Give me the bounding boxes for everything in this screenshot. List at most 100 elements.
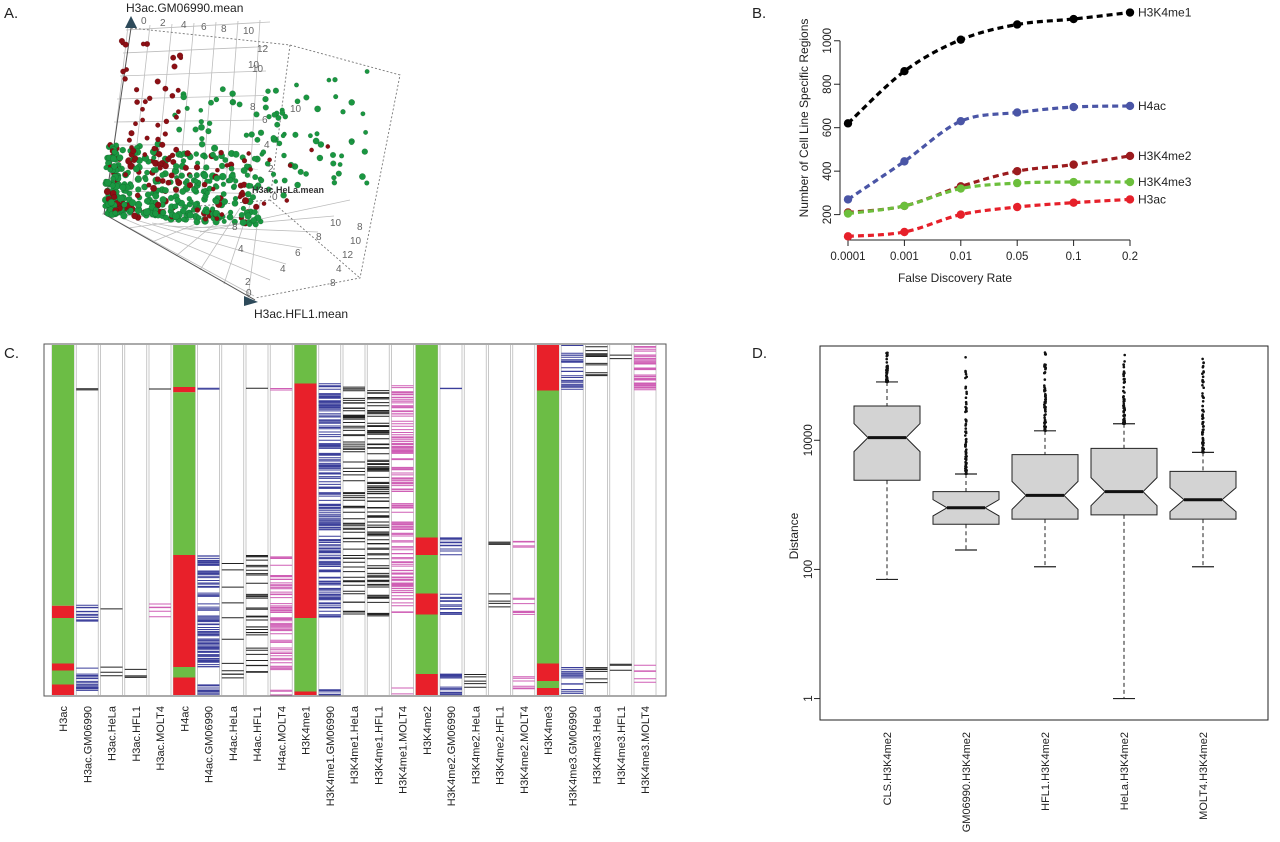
scatter-point bbox=[170, 158, 177, 166]
scatter-point bbox=[184, 178, 190, 184]
scatter-point bbox=[237, 194, 243, 200]
outlier-point bbox=[1043, 418, 1047, 422]
x-tick-label: HeLa.H3K4me2 bbox=[1119, 732, 1131, 810]
grid-line bbox=[119, 70, 267, 77]
scatter-point bbox=[134, 99, 141, 106]
scatter-point bbox=[214, 216, 220, 222]
heatmap-block bbox=[537, 390, 559, 664]
scatter-point bbox=[358, 173, 366, 181]
data-point bbox=[843, 119, 853, 128]
scatter-point bbox=[262, 95, 269, 103]
scatter-point bbox=[172, 203, 179, 210]
tick-label: 6 bbox=[295, 248, 301, 259]
scatter-point bbox=[314, 105, 321, 113]
scatter-point bbox=[220, 190, 227, 197]
box-HFL1.H3K4me2: HFL1.H3K4me2 bbox=[1011, 351, 1079, 811]
scatter-point bbox=[231, 199, 239, 207]
scatter-point bbox=[175, 109, 181, 115]
tick-label: 6 bbox=[262, 115, 268, 126]
outlier-point bbox=[965, 462, 968, 465]
outlier-point bbox=[964, 457, 968, 460]
scatter-point bbox=[270, 134, 277, 142]
outlier-point bbox=[964, 376, 967, 380]
scatter-point bbox=[154, 78, 161, 85]
scatter-point bbox=[169, 92, 176, 99]
scatter-point bbox=[348, 99, 356, 106]
column-label: H3K4me2.HFL1 bbox=[495, 706, 507, 785]
y-tick-label: 100 bbox=[803, 560, 815, 579]
scatter-point bbox=[255, 182, 262, 189]
scatter-point bbox=[337, 161, 343, 167]
outlier-point bbox=[964, 472, 967, 476]
tick-label: 4 bbox=[238, 244, 244, 255]
outlier-point bbox=[964, 396, 968, 400]
data-point bbox=[1125, 177, 1135, 187]
grid-line bbox=[113, 119, 263, 123]
heatmap-block bbox=[52, 605, 74, 619]
outlier-point bbox=[1122, 381, 1126, 384]
outlier-point bbox=[1202, 450, 1205, 454]
data-point bbox=[1013, 202, 1022, 212]
data-point bbox=[900, 66, 909, 76]
scatter-point bbox=[144, 191, 152, 198]
scatter-point bbox=[171, 63, 178, 70]
panel-b-line-chart: 200 400 600 800 1000 0.0001 0.001 0.01 0.05 0.1 0.… bbox=[797, 6, 1192, 285]
scatter-point bbox=[261, 201, 267, 207]
panel-c-frame bbox=[43, 343, 667, 697]
outlier-point bbox=[1201, 400, 1205, 403]
scatter-point bbox=[204, 190, 211, 196]
scatter-point bbox=[140, 41, 146, 47]
data-point bbox=[1013, 108, 1022, 117]
outlier-point bbox=[1201, 357, 1204, 361]
box bbox=[1090, 447, 1158, 516]
scatter-point bbox=[170, 54, 177, 61]
scatter-point bbox=[231, 218, 238, 225]
outlier-point bbox=[1043, 427, 1047, 430]
scatter-point bbox=[107, 198, 115, 207]
scatter-point bbox=[224, 162, 230, 168]
scatter-point bbox=[174, 197, 181, 204]
scatter-point bbox=[213, 96, 220, 103]
grid-line bbox=[125, 21, 271, 31]
outlier-point bbox=[885, 365, 889, 368]
grid-line bbox=[199, 207, 241, 271]
scatter-point bbox=[172, 212, 180, 221]
axis-arrow-z-icon bbox=[125, 16, 137, 28]
scatter-point bbox=[213, 198, 220, 205]
scatter-point bbox=[162, 131, 169, 137]
scatter-point bbox=[279, 110, 286, 116]
outlier-point bbox=[1043, 365, 1046, 368]
scatter-point bbox=[152, 210, 159, 217]
outlier-point bbox=[965, 402, 968, 406]
panel-a-y-axis-label: H3ac.HeLa.mean bbox=[252, 185, 324, 195]
scatter-point bbox=[103, 188, 111, 196]
outlier-point bbox=[964, 356, 967, 359]
scatter-point bbox=[360, 111, 366, 117]
scatter-point bbox=[257, 129, 265, 137]
tick-label: 8 bbox=[357, 222, 363, 233]
grid-line bbox=[167, 225, 319, 233]
scatter-point bbox=[218, 172, 227, 181]
scatter-point bbox=[154, 201, 162, 209]
outlier-point bbox=[964, 422, 968, 426]
scatter-point bbox=[173, 186, 180, 193]
data-point bbox=[843, 195, 853, 204]
scatter-point bbox=[172, 162, 180, 170]
scatter-point bbox=[132, 121, 138, 127]
scatter-point bbox=[335, 170, 342, 177]
scatter-point bbox=[111, 162, 118, 170]
scatter-point bbox=[329, 151, 337, 159]
scatter-point bbox=[173, 146, 180, 153]
column-label: H3K4me1 bbox=[301, 706, 313, 755]
scatter-point bbox=[184, 105, 190, 112]
outlier-point bbox=[885, 357, 889, 361]
scatter-point bbox=[292, 131, 299, 138]
scatter-point bbox=[340, 109, 346, 115]
x-tick-label: 0.1 bbox=[1066, 251, 1082, 263]
scatter-point bbox=[126, 137, 132, 143]
scatter-point bbox=[180, 157, 187, 164]
series-H4ac: H4ac bbox=[843, 99, 1166, 204]
scatter-point bbox=[280, 133, 286, 139]
scatter-point bbox=[109, 155, 117, 163]
series-H3K4me3: H3K4me3 bbox=[843, 175, 1192, 218]
